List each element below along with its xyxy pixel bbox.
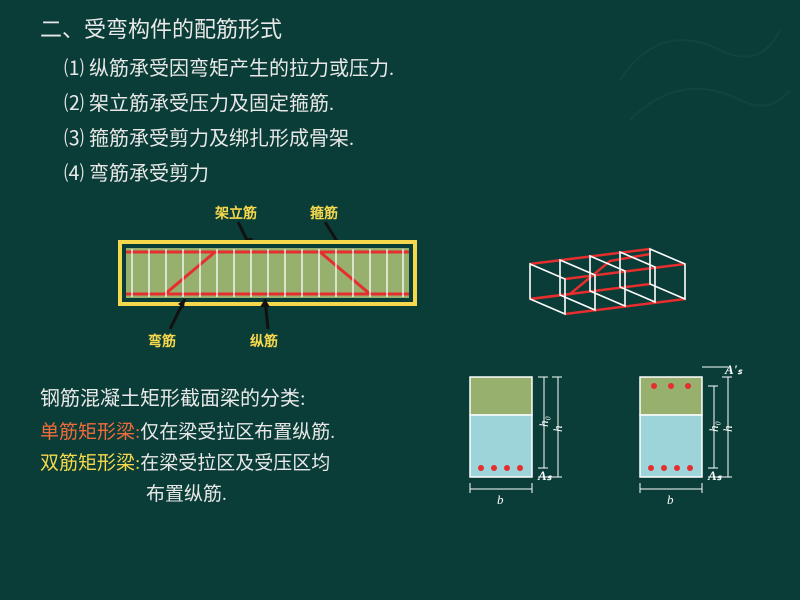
single-rebar-text: 仅在梁受拉区布置纵筋. xyxy=(140,422,335,443)
beam-2d-diagram: 架立筋 箍筋 xyxy=(100,204,440,354)
label-jialijin: 架立筋 xyxy=(214,205,257,222)
single-rebar-label: 单筋矩形梁: xyxy=(40,422,140,443)
label-zongjin: 纵筋 xyxy=(250,333,278,350)
svg-text:h: h xyxy=(720,426,735,433)
svg-text:b: b xyxy=(497,492,504,507)
svg-text:A'ₛ: A'ₛ xyxy=(724,362,743,377)
single-rebar-cross-section: h₀ h b Aₛ xyxy=(460,362,590,522)
double-rebar-text-a: 在梁受拉区及受压区均 xyxy=(140,453,330,474)
svg-text:Aₛ: Aₛ xyxy=(537,468,553,483)
section-title: 二、受弯构件的配筋形式 xyxy=(40,12,760,44)
svg-text:Aₛ: Aₛ xyxy=(707,468,723,483)
beam-3d-diagram xyxy=(520,224,700,334)
list-item-4: ⑷ 弯筋承受剪力 xyxy=(64,157,760,186)
label-gujin: 箍筋 xyxy=(310,205,338,222)
double-rebar-cross-section: A'ₛ xyxy=(630,362,760,522)
double-rebar-text-b: 布置纵筋. xyxy=(146,479,460,506)
list-item-3: ⑶ 箍筋承受剪力及绑扎形成骨架. xyxy=(64,122,760,151)
label-wanjin: 弯筋 xyxy=(148,333,176,350)
classification-title: 钢筋混凝土矩形截面梁的分类: xyxy=(40,382,460,411)
svg-text:h₀: h₀ xyxy=(536,416,551,427)
double-rebar-label: 双筋矩形梁: xyxy=(40,453,140,474)
svg-text:b: b xyxy=(667,492,674,507)
svg-text:h: h xyxy=(550,426,565,433)
list-item-1: ⑴ 纵筋承受因弯矩产生的拉力或压力. xyxy=(64,52,760,81)
list-item-2: ⑵ 架立筋承受压力及固定箍筋. xyxy=(64,87,760,116)
svg-text:h₀: h₀ xyxy=(706,421,721,432)
